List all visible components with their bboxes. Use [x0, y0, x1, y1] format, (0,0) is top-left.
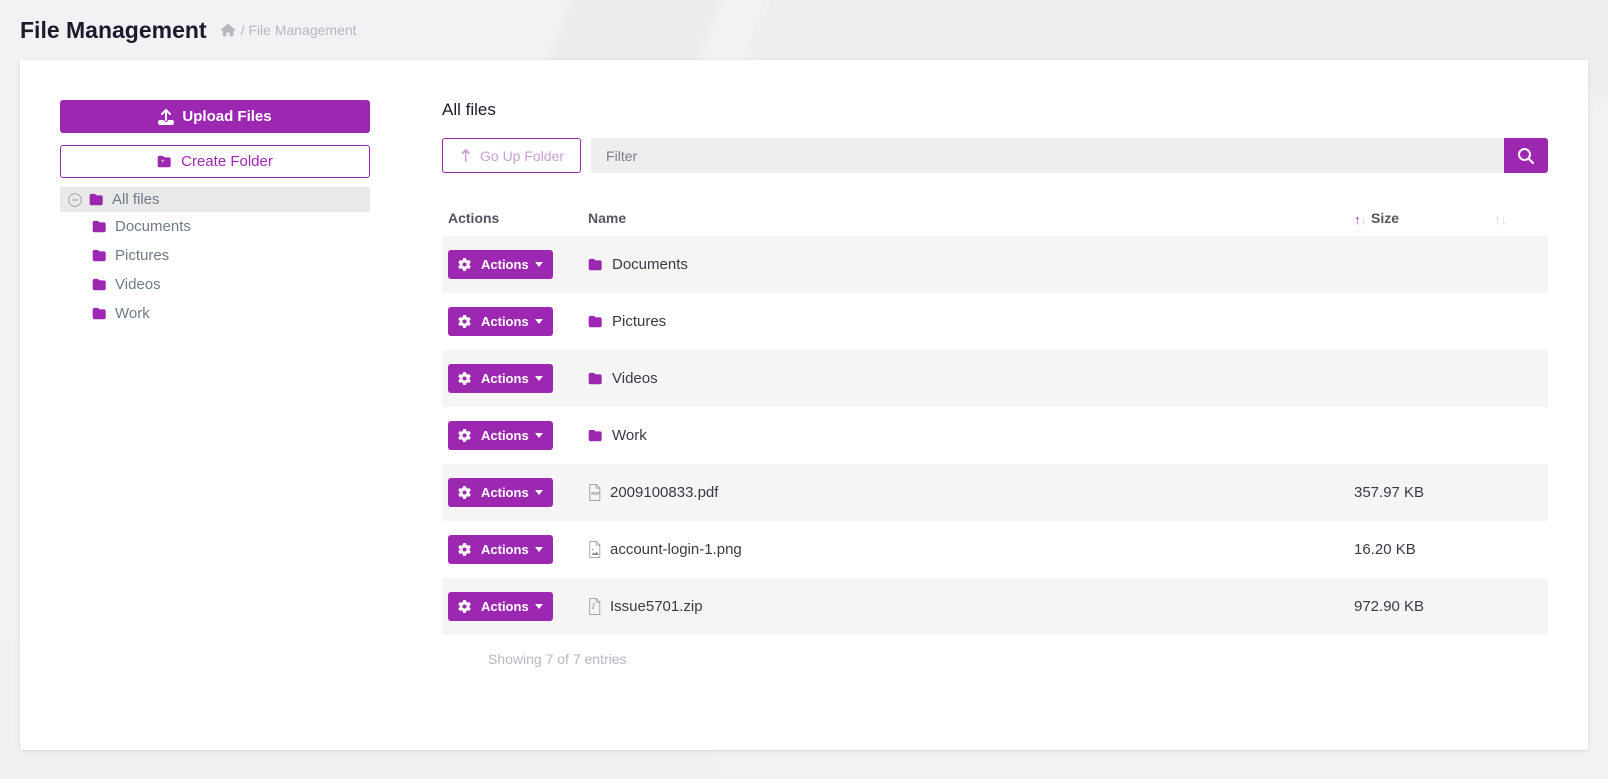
svg-text:PDF: PDF [591, 491, 600, 496]
